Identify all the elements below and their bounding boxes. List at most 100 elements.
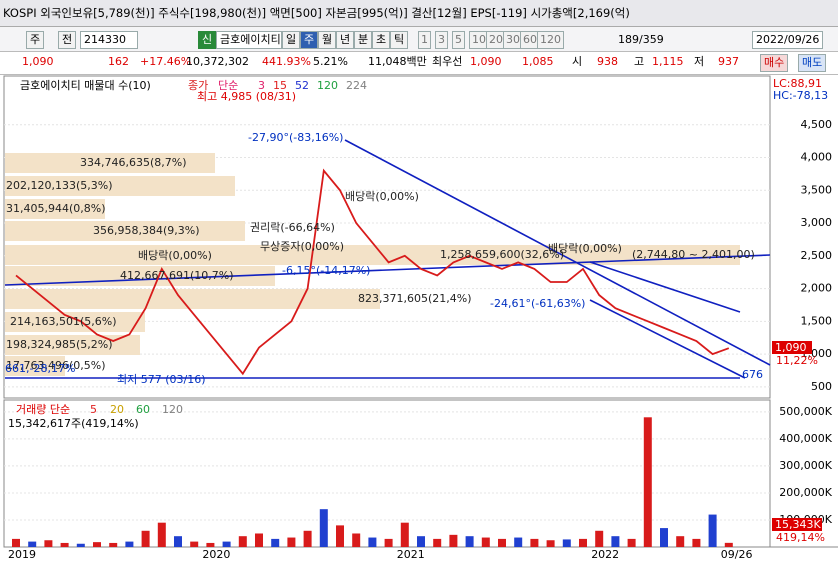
volume-bar [562, 539, 571, 547]
annotation: 배당락(0,00%) [138, 249, 212, 262]
volume-bar [643, 417, 652, 547]
volume-bar [255, 533, 263, 547]
y-tick-label: 2,000 [801, 282, 833, 295]
title-bar [0, 0, 838, 27]
quote-volume: 10,372,302 [186, 55, 249, 68]
volume-bar [498, 538, 506, 547]
legend-label: 단순 [218, 79, 238, 92]
volume-bar [530, 538, 539, 547]
last-volume-box [772, 518, 822, 531]
annotation: 214,163,501(5,6%) [10, 315, 117, 328]
quote-open-label: 시 [572, 55, 583, 68]
last-price-box [772, 341, 812, 354]
quote-amount: 11,048백만 [368, 55, 427, 68]
interval-button[interactable]: 5 [452, 31, 465, 49]
buy-button[interactable]: 매수 [760, 54, 789, 72]
volume-bar [44, 540, 53, 547]
code-input[interactable]: 214330 [80, 31, 138, 49]
volume-bar [319, 509, 328, 547]
volume-bar [28, 541, 37, 547]
quote-volume-ratio: 441.93% [262, 55, 311, 68]
y-tick-label: 500 [811, 380, 832, 393]
lc-label: LC:88,91 [773, 77, 822, 90]
y-tick-label: 400,000K [779, 432, 832, 445]
volume-bar [336, 525, 344, 547]
volume-profile-bar [5, 356, 65, 376]
volume-bar [157, 522, 166, 547]
last-volume-rate: 419,14% [776, 531, 825, 544]
legend-ma: 120 [317, 79, 338, 92]
trend-line [589, 261, 741, 313]
interval-button[interactable]: 1 [418, 31, 431, 49]
y-tick-label: 3,000 [801, 216, 833, 229]
y-tick-label: 500,000K [779, 405, 832, 418]
period-button[interactable]: 년 [336, 31, 355, 49]
annotation: 최저 577 (03/16) [117, 373, 206, 386]
volume-profile-bar [5, 335, 140, 355]
trend-line [344, 139, 771, 366]
y-tick-label: 200,000K [779, 486, 832, 499]
volume-bar [611, 536, 620, 547]
volume-bar [579, 538, 587, 547]
hc-label: HC:-78,13 [773, 89, 828, 102]
volume-bar [660, 528, 668, 547]
period-button[interactable]: 틱 [390, 31, 409, 49]
date-input[interactable]: 2022/09/26 [752, 31, 824, 49]
interval-button[interactable]: 10 [469, 31, 489, 49]
volume-bar [238, 536, 247, 547]
title-text: KOSPI 외국인보유[5,789(천)] 주식수[198,980(천)] 액면… [3, 6, 630, 20]
x-tick-label: 2019 [8, 548, 36, 561]
market-select[interactable]: 주 [26, 31, 45, 49]
volume-profile-bar [5, 176, 235, 196]
quote-open: 938 [597, 55, 618, 68]
price-line [15, 168, 730, 376]
period-button[interactable]: 초 [372, 31, 391, 49]
volume-bar [125, 541, 134, 547]
annotation: 823,371,605(21,4%) [358, 292, 472, 305]
interval-button[interactable]: 30 [503, 31, 523, 49]
volume-bar [271, 538, 280, 547]
quote-ask: 1,090 [470, 55, 502, 68]
volume-bar [60, 542, 69, 547]
volume-bar [481, 537, 490, 547]
volume-bar [141, 530, 150, 547]
quote-low-label: 저 [694, 55, 705, 68]
y-tick-label: 3,500 [801, 183, 833, 196]
period-button[interactable]: 주 [300, 31, 319, 49]
quote-high-label: 고 [634, 55, 645, 68]
period-button[interactable]: 일 [282, 31, 301, 49]
volume-bar [595, 530, 604, 547]
last-price: 1,090 [775, 341, 807, 354]
volume-bar [76, 543, 85, 547]
volume-last: 15,342,617주(419,14%) [8, 417, 139, 430]
x-tick-label: 2020 [202, 548, 230, 561]
volume-bar [303, 530, 312, 547]
y-tick-label: 300,000K [779, 459, 832, 472]
volume-bar [400, 522, 409, 547]
interval-button[interactable]: 3 [435, 31, 448, 49]
volume-bar [546, 540, 555, 547]
annotation: 배당락(0,00%) [345, 190, 419, 203]
annotation: (2,744,80 ~ 2,401,00) [632, 248, 755, 261]
legend-ma: 15 [273, 79, 287, 92]
interval-button[interactable]: 120 [537, 31, 564, 49]
volume-bar [676, 536, 685, 547]
volume-bar [417, 536, 425, 547]
prev-button[interactable]: 전 [58, 31, 77, 49]
volume-bar [206, 542, 215, 547]
annotation: 661,-28,17% [5, 362, 75, 375]
period-button[interactable]: 월 [318, 31, 337, 49]
annotation: 334,746,635(8,7%) [80, 156, 187, 169]
quote-rate: +17.46% [140, 55, 192, 68]
trend-line [4, 254, 771, 286]
period-button[interactable]: 분 [354, 31, 373, 49]
annotation: 31,405,944(0,8%) [6, 202, 106, 215]
new-badge[interactable]: 신 [198, 31, 217, 49]
volume-profile-bar [5, 153, 215, 173]
quote-turnover: 5.21% [313, 55, 348, 68]
stock-name[interactable]: 금호에이치티 [216, 31, 282, 49]
volume-bar [368, 537, 377, 547]
sell-button[interactable]: 매도 [798, 54, 827, 72]
legend-ma: 5 [90, 403, 97, 416]
volume-profile-bar [5, 199, 105, 219]
